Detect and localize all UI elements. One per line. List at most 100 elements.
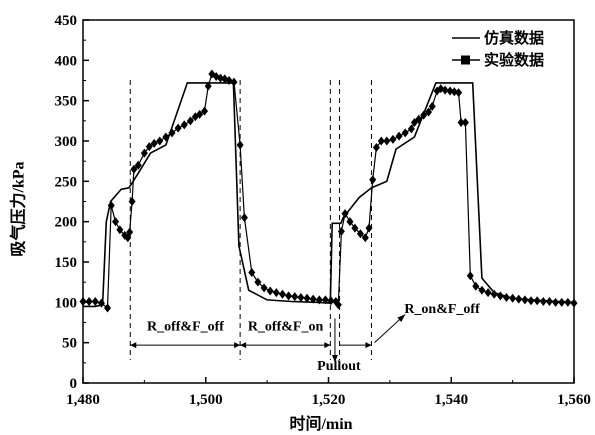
y-tick-label: 200 [55, 215, 78, 231]
data-point-marker [150, 138, 158, 148]
data-point-marker [156, 136, 164, 146]
data-point-marker [230, 77, 238, 87]
x-tick-label: 1,500 [189, 392, 223, 408]
data-point-marker [361, 233, 369, 243]
y-tick-label: 350 [55, 94, 78, 110]
data-point-marker [356, 229, 364, 239]
data-point-marker [545, 297, 553, 307]
annotation-label: Pullout [317, 359, 361, 374]
legend-label-experiment: 实验数据 [484, 51, 544, 69]
x-tick-label: 1,540 [434, 392, 468, 408]
series-line-simulation [83, 82, 575, 308]
data-point-marker [334, 300, 342, 310]
marks-layer: R_off&F_off R_off&F_on Pullout R_on&F_off [79, 69, 578, 374]
data-point-marker [552, 297, 560, 307]
data-point-marker [327, 296, 335, 306]
data-point-marker [303, 293, 311, 303]
data-point-marker [395, 131, 403, 141]
data-point-marker [236, 140, 244, 150]
pullout-arrowhead [331, 355, 338, 363]
data-point-marker [472, 281, 480, 291]
data-point-marker [104, 303, 112, 313]
data-point-marker [490, 289, 498, 299]
data-point-marker [369, 175, 377, 185]
data-point-marker [401, 128, 409, 138]
y-tick-label: 100 [55, 295, 78, 311]
data-point-marker [515, 294, 523, 304]
data-point-marker [97, 298, 105, 308]
pointer-arrowhead [397, 314, 406, 323]
y-tick-label: 400 [55, 53, 78, 69]
data-point-marker [180, 120, 188, 130]
annotation-label: R_off&F_on [248, 320, 324, 335]
data-point-marker [457, 117, 465, 127]
data-point-marker [272, 288, 280, 298]
data-point-marker [186, 116, 194, 126]
data-point-marker [254, 277, 262, 287]
data-point-marker [285, 291, 293, 301]
data-point-marker [145, 142, 153, 152]
x-axis-label: 时间/min [289, 414, 352, 433]
data-point-marker [128, 197, 136, 206]
data-point-marker [321, 295, 329, 305]
series-line-experiment [83, 73, 575, 310]
data-point-marker [248, 267, 256, 277]
data-point-marker [216, 73, 224, 83]
data-point-marker [466, 271, 474, 281]
data-point-marker [309, 294, 317, 304]
data-point-marker [407, 124, 415, 134]
data-point-marker [124, 233, 132, 243]
data-point-marker [196, 109, 204, 119]
legend-label-simulation: 仿真数据 [484, 29, 544, 47]
data-point-marker [126, 227, 134, 237]
data-point-marker [558, 297, 566, 307]
data-point-marker [297, 292, 305, 302]
y-tick-label: 50 [62, 336, 77, 352]
y-axis-label: 吸气压力/kPa [9, 161, 28, 256]
data-point-marker [337, 226, 345, 236]
y-tick-label: 450 [55, 13, 78, 29]
data-point-marker [107, 201, 115, 211]
x-tick-label: 1,480 [66, 392, 100, 408]
data-point-marker [377, 136, 385, 146]
data-point-marker [478, 285, 486, 295]
data-point-marker [420, 110, 428, 120]
data-point-marker [446, 86, 454, 96]
data-point-marker [240, 213, 248, 223]
data-point-marker [484, 288, 492, 298]
data-point-marker [455, 88, 463, 98]
y-tick-label: 300 [55, 134, 78, 150]
data-point-marker [441, 85, 449, 95]
y-tick-label: 150 [55, 255, 78, 271]
phase-span-arrowhead [240, 342, 247, 349]
x-tick-label: 1,520 [312, 392, 346, 408]
axes-layer: 1,480 1,500 1,520 1,540 1,560 0 50 100 150 200 250… [55, 13, 591, 408]
data-point-marker [266, 286, 274, 296]
data-point-marker [291, 292, 299, 302]
data-point-marker [564, 297, 572, 307]
annotation-label: R_off&F_off [147, 320, 224, 335]
data-point-marker [383, 136, 391, 146]
data-point-marker [201, 106, 209, 116]
annotation-label: R_on&F_off [404, 302, 480, 317]
data-point-marker [130, 164, 138, 174]
data-point-marker [162, 132, 170, 142]
y-tick-label: 250 [55, 174, 78, 190]
data-point-marker [168, 128, 176, 138]
data-point-marker [174, 123, 182, 133]
phase-span-arrowhead [130, 342, 137, 349]
y-tick-label: 0 [70, 376, 78, 392]
legend-marker-experiment [461, 55, 470, 65]
data-point-marker [351, 223, 359, 233]
data-point-marker [346, 217, 354, 227]
data-point-marker [112, 217, 120, 227]
legend: 仿真数据 实验数据 [452, 29, 544, 69]
data-point-marker [278, 289, 286, 299]
data-point-marker [134, 160, 142, 170]
data-point-marker [140, 148, 148, 158]
data-point-marker [91, 297, 99, 307]
data-point-marker [204, 81, 212, 91]
data-point-marker [496, 291, 504, 301]
data-point-marker [389, 134, 397, 144]
